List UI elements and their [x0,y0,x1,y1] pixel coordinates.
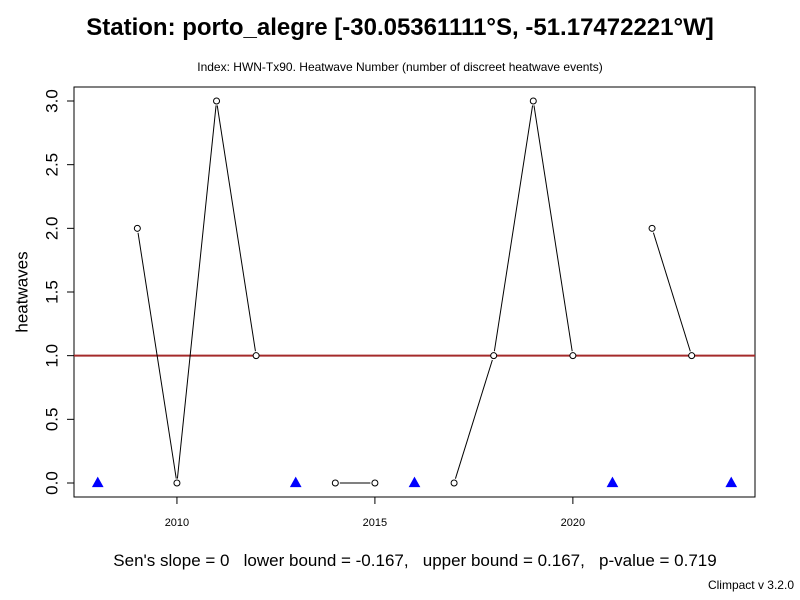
axes-layer: 2010 2015 2020 0.0 0.5 1.0 1.5 2.0 2.5 3.0 heatwav… [13,86,756,529]
y-tick-label: 0.0 [43,471,62,495]
series-line-segment [137,232,177,479]
data-point-2012 [252,352,260,360]
x-tick-label: 2015 [363,517,387,529]
data-point-2018 [490,352,498,360]
data-point-2011 [213,97,221,105]
y-tick-label: 0.5 [43,408,62,432]
chart-title: Station: porto_alegre [-30.05361111°S, -… [86,14,714,41]
marks-layer [74,97,755,488]
data-point-2020 [569,352,577,360]
software-credit: Climpact v 3.2.0 [707,578,794,592]
data-point-2014 [331,479,339,487]
y-tick-label: 2.5 [43,153,62,177]
plot-frame [73,86,756,498]
data-point-2022 [648,224,656,232]
y-tick-label: 1.0 [43,344,62,368]
y-tick-label: 2.0 [43,217,62,241]
chart-subtitle: Index: HWN-Tx90. Heatwave Number (number… [197,60,603,74]
data-point-2009 [133,224,141,232]
data-point-2010 [173,479,181,487]
missing-marker-2024 [725,476,738,488]
series-line-segment [216,105,256,352]
missing-marker-2013 [289,476,302,488]
y-tick-label: 3.0 [43,89,62,113]
missing-marker-2008 [91,476,104,488]
sens-slope-stats: Sen's slope = 0 lower bound = -0.167, up… [113,551,717,570]
missing-marker-2016 [408,476,421,488]
series-line-segment [176,105,217,479]
series-line-segment [652,232,691,352]
y-axis-label: heatwaves [13,251,32,332]
data-point-2023 [688,352,696,360]
x-tick-label: 2020 [561,517,585,529]
data-point-2015 [371,479,379,487]
series-line-segment [454,359,493,479]
series-line-segment [493,105,534,352]
series-line-segment [533,105,573,352]
data-point-2019 [529,97,537,105]
x-tick-label: 2010 [165,517,189,529]
y-tick-label: 1.5 [43,280,62,304]
missing-marker-2021 [606,476,619,488]
data-point-2017 [450,479,458,487]
